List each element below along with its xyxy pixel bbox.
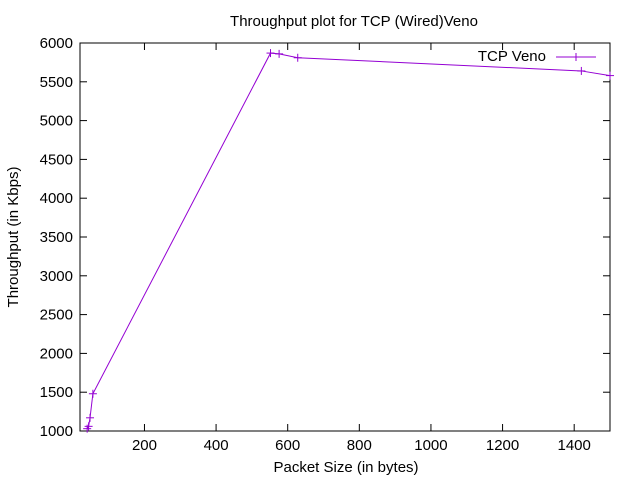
legend-marker-tcp-veno (572, 53, 580, 61)
series-layer (83, 49, 614, 433)
y-tick-label: 2500 (40, 307, 73, 324)
data-point-tcp-veno (606, 71, 614, 80)
y-axis-label: Throughput (in Kbps) (5, 167, 22, 308)
x-tick-label: 1000 (414, 437, 447, 454)
x-tick-label: 800 (347, 437, 372, 454)
x-tick-label: 200 (132, 437, 157, 454)
axes: 1000 1500 2000 2500 3000 3500 4000 4500 5000 5500… (40, 35, 611, 454)
y-tick-label: 6000 (40, 35, 73, 52)
y-tick-label: 4000 (40, 190, 73, 207)
y-tick-label: 1000 (40, 423, 73, 440)
data-point-tcp-veno (88, 389, 97, 398)
x-axis-label: Packet Size (in bytes) (273, 459, 418, 476)
data-point-tcp-veno (577, 66, 586, 75)
x-tick-label: 400 (204, 437, 229, 454)
legend-marker-plus (572, 53, 580, 61)
data-point-tcp-veno (293, 53, 302, 62)
x-tick-label: 1400 (558, 437, 591, 454)
y-tick-label: 4500 (40, 151, 73, 168)
y-tick-label: 1500 (40, 384, 73, 401)
chart-title: Throughput plot for TCP (Wired)Veno (230, 13, 478, 30)
x-tick-label: 1200 (486, 437, 519, 454)
legend: TCP Veno (478, 48, 596, 65)
data-point-tcp-veno (84, 422, 93, 431)
data-point-tcp-veno (275, 49, 284, 58)
y-tick-label: 2000 (40, 345, 73, 362)
legend-label-tcp-veno: TCP Veno (478, 48, 546, 65)
y-tick-label: 5000 (40, 113, 73, 130)
data-point-tcp-veno (86, 413, 95, 422)
y-tick-label: 5500 (40, 74, 73, 91)
x-tick-label: 600 (275, 437, 300, 454)
data-point-tcp-veno (266, 49, 275, 58)
y-tick-label: 3500 (40, 229, 73, 246)
y-tick-label: 3000 (40, 268, 73, 285)
